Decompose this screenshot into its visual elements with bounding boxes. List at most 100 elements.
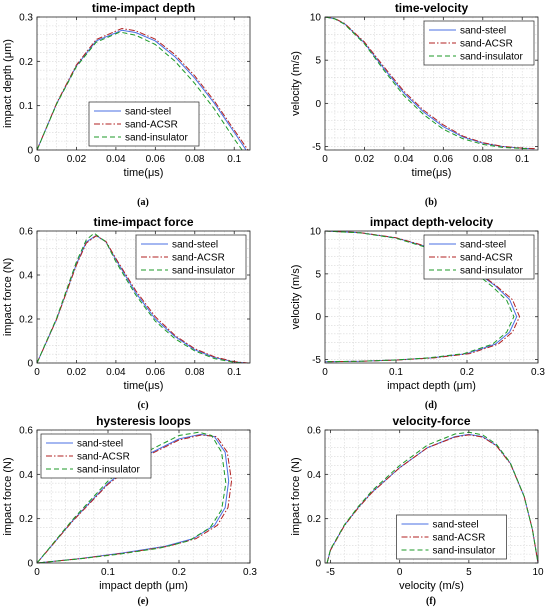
chart-title: hysteresis loops [96,414,191,428]
series-group [325,17,537,150]
chart-title: time-impact depth [92,1,195,15]
x-axis-label: time(μs) [124,167,164,179]
x-tick-label: 0.1 [515,154,529,165]
chart-panel-c: 0 0.02 0.04 0.06 0.08 0.1 0 0.2 0.4 0.6 time-impac… [2,215,251,411]
x-tick-label: 0.2 [172,567,186,578]
series-line-sand-ACSR [37,235,249,363]
chart-title: time-velocity [395,1,469,15]
legend: sand-steel sand-ACSR sand-insulator [40,433,152,479]
y-tick-label: 0.1 [19,101,33,112]
plot-frame [324,429,539,564]
x-tick-label: 0.04 [394,154,414,165]
legend-label: sand-insulator [460,266,523,277]
series-line-sand-insulator [326,431,538,563]
y-tick-label: 0.3 [19,13,33,24]
panel-caption: (c) [137,400,148,411]
y-tick-label: 0.2 [307,514,321,525]
y-axis-label: impact force (N) [2,258,14,336]
x-tick-label: 0.06 [434,154,454,165]
legend-label: sand-steel [433,520,479,531]
y-axis-label: velocity (m/s) [290,51,302,116]
chart-title: impact depth-velocity [370,215,494,229]
x-tick-label: 0 [322,367,328,378]
x-tick-label: -5 [326,567,335,578]
plot-frame [324,16,539,151]
y-tick-label: 0.4 [19,470,33,481]
y-axis-label: impact force (N) [2,457,14,535]
panel-caption: (e) [137,596,148,607]
y-tick-label: 0.2 [19,514,33,525]
x-tick-label: 0.02 [67,367,87,378]
x-tick-label: 0.1 [389,367,403,378]
legend-label: sand-ACSR [460,39,513,50]
series-group [325,231,521,363]
y-tick-label: 0 [315,312,321,323]
x-axis-label: time(μs) [124,380,164,392]
panel-caption: (b) [425,197,437,208]
y-tick-label: 10 [310,13,322,24]
legend-label: sand-steel [172,240,218,251]
x-tick-label: 5 [466,567,472,578]
series-group [37,232,249,363]
x-tick-label: 0 [34,567,40,578]
y-tick-label: 0 [27,559,33,570]
y-tick-label: 0.4 [19,271,33,282]
legend-label: sand-insulator [77,465,140,476]
plot-frame [324,230,539,364]
legend-label: sand-insulator [172,266,235,277]
chart-panel-f: -5 0 5 10 0 0.2 0.4 0.6 velocity-force velocity (… [290,414,544,607]
y-tick-label: 5 [315,56,321,67]
x-tick-label: 0.2 [460,367,474,378]
series-line-sand-ACSR [325,17,537,150]
x-tick-label: 0.06 [146,367,166,378]
y-tick-label: -5 [312,142,321,153]
y-tick-label: 0.2 [19,57,33,68]
x-tick-label: 0.06 [146,154,166,165]
legend-label: sand-ACSR [77,452,130,463]
series-line-sand-insulator [37,232,243,363]
x-axis-label: time(μs) [412,167,452,179]
series-group [326,431,538,563]
y-tick-label: 0.4 [307,470,321,481]
x-tick-label: 0.08 [185,154,205,165]
series-line-sand-ACSR [37,28,249,150]
chart-panel-e: 0 0.1 0.2 0.3 0 0.2 0.4 0.6 hysteresis loops impa… [2,414,257,607]
series-group [37,28,249,150]
plot-frame [36,230,251,364]
x-tick-label: 0.04 [106,367,126,378]
y-tick-label: 0 [27,359,33,370]
legend: sand-steel sand-ACSR sand-insulator [423,20,535,66]
x-tick-label: 0 [322,154,328,165]
y-tick-label: 0.6 [307,426,321,437]
legend-label: sand-insulator [433,546,496,557]
x-tick-label: 0 [397,567,403,578]
legend-label: sand-ACSR [172,253,225,264]
legend: sand-steel sand-ACSR sand-insulator [88,101,200,147]
panel-caption: (f) [426,596,436,607]
legend: sand-steel sand-ACSR sand-insulator [423,234,535,280]
x-tick-label: 0.08 [185,367,205,378]
legend-label: sand-steel [460,26,506,37]
plot-frame [36,16,251,151]
series-line-sand-steel [37,234,247,363]
legend-label: sand-steel [125,107,171,118]
series-line-sand-insulator [325,17,531,150]
legend: sand-steel sand-ACSR sand-insulator [135,234,247,280]
legend-label: sand-ACSR [460,253,513,264]
y-tick-label: -5 [312,355,321,366]
x-tick-label: 0.3 [243,567,257,578]
chart-title: velocity-force [392,414,470,428]
x-tick-label: 0.08 [473,154,493,165]
y-axis-label: velocity (m/s) [290,265,302,330]
y-axis-label: impact depth (μm) [2,39,14,128]
y-tick-label: 5 [315,269,321,280]
y-axis-label: impact force (N) [290,457,302,535]
x-tick-label: 0 [34,154,40,165]
legend-label: sand-steel [460,240,506,251]
x-tick-label: 0 [34,367,40,378]
legend-label: sand-insulator [125,133,188,144]
x-tick-label: 0.1 [101,567,115,578]
x-axis-label: impact depth (μm) [387,380,476,392]
legend-label: sand-insulator [460,52,523,63]
